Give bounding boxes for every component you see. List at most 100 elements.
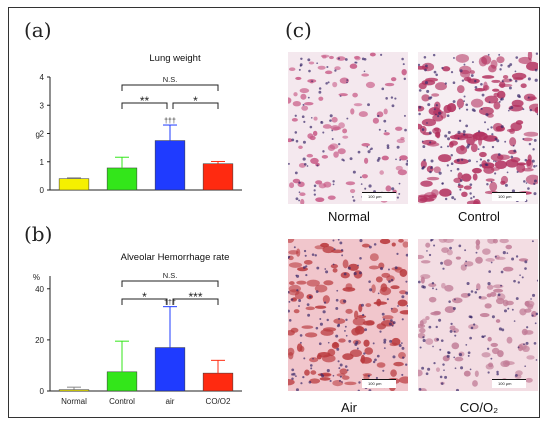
nucleus xyxy=(463,133,466,136)
nucleus xyxy=(309,295,312,299)
nucleus xyxy=(480,107,483,110)
tissue-blob xyxy=(478,106,494,116)
nucleus xyxy=(376,354,380,358)
tissue-blob xyxy=(336,56,346,61)
tissue-blob xyxy=(470,143,478,153)
tissue-texture xyxy=(288,239,408,391)
scale-bar xyxy=(492,379,526,388)
nucleus xyxy=(470,197,473,200)
significance-label: N.S. xyxy=(163,75,178,84)
nucleus xyxy=(306,165,309,167)
significance-bracket xyxy=(172,298,219,305)
nucleus xyxy=(458,107,461,110)
nucleus xyxy=(516,170,519,174)
nucleus xyxy=(293,246,296,249)
nucleus xyxy=(535,52,538,55)
nucleus xyxy=(466,145,470,149)
tissue-blob xyxy=(309,378,321,384)
tissue-blob xyxy=(306,153,314,158)
nucleus xyxy=(527,77,531,81)
nucleus xyxy=(382,318,386,321)
nucleus xyxy=(444,375,448,379)
nucleus xyxy=(401,318,404,321)
nucleus xyxy=(334,69,337,72)
nucleus xyxy=(450,153,453,157)
nucleus xyxy=(430,166,433,170)
nucleus xyxy=(313,189,316,192)
tissue-blob xyxy=(506,336,513,344)
tissue-blob xyxy=(419,388,427,391)
tissue-blob xyxy=(524,300,530,307)
nucleus xyxy=(346,369,349,371)
nucleus xyxy=(307,313,311,317)
nucleus xyxy=(339,375,342,378)
nucleus xyxy=(335,334,339,338)
nucleus xyxy=(364,187,367,190)
tissue-blob xyxy=(428,283,437,288)
tissue-blob xyxy=(331,116,338,123)
nucleus xyxy=(439,348,442,351)
tissue-blob xyxy=(381,155,389,161)
nucleus xyxy=(373,243,377,246)
nucleus xyxy=(357,264,359,267)
nucleus xyxy=(450,162,454,166)
tissue-blob xyxy=(451,342,460,350)
nucleus xyxy=(429,170,432,174)
nucleus xyxy=(309,364,313,367)
tissue-blob xyxy=(313,116,318,121)
nucleus xyxy=(338,317,340,320)
bar-normal xyxy=(58,389,90,392)
nucleus xyxy=(319,318,322,320)
tissue-blob xyxy=(327,195,336,200)
tissue-blob xyxy=(471,167,482,174)
tissue-blob xyxy=(304,369,310,376)
nucleus xyxy=(472,195,475,198)
nucleus xyxy=(430,239,433,242)
nucleus xyxy=(298,191,301,194)
significance-bracket xyxy=(121,298,168,305)
nucleus xyxy=(500,64,503,67)
tissue-blob xyxy=(369,52,376,57)
bar-air xyxy=(154,347,186,392)
tissue-blob xyxy=(490,342,499,347)
tissue-blob xyxy=(300,93,307,100)
nucleus xyxy=(363,70,366,73)
tissue-blob xyxy=(398,351,406,359)
tissue-blob xyxy=(418,254,425,260)
tissue-blob xyxy=(463,185,472,190)
nucleus xyxy=(332,180,335,183)
nucleus xyxy=(452,307,456,311)
nucleus xyxy=(345,334,348,337)
nucleus xyxy=(509,63,513,66)
nucleus xyxy=(389,339,393,343)
nucleus xyxy=(367,150,371,154)
nucleus xyxy=(307,96,310,99)
nucleus xyxy=(523,180,526,183)
nucleus xyxy=(315,290,319,294)
tissue-blob xyxy=(305,306,315,311)
nucleus xyxy=(446,164,449,167)
tissue-blob xyxy=(323,181,332,188)
nucleus xyxy=(386,144,390,147)
nucleus xyxy=(430,159,434,163)
nucleus xyxy=(399,159,402,161)
nucleus xyxy=(423,56,427,59)
tissue-blob xyxy=(288,239,295,243)
nucleus xyxy=(479,158,483,161)
nucleus xyxy=(446,114,450,118)
tissue-blob xyxy=(526,159,534,169)
tissue-blob xyxy=(466,76,472,83)
nucleus xyxy=(498,327,502,331)
nucleus xyxy=(405,291,408,295)
nucleus xyxy=(488,101,491,104)
nucleus xyxy=(394,266,398,270)
nucleus xyxy=(303,357,306,360)
tissue-blob xyxy=(358,111,368,118)
nucleus xyxy=(383,341,387,344)
nucleus xyxy=(362,313,365,317)
tissue-blob xyxy=(345,308,353,314)
tissue-blob xyxy=(494,160,507,169)
scale-bar xyxy=(362,192,396,201)
tissue-blob xyxy=(505,244,513,250)
nucleus xyxy=(496,370,499,374)
